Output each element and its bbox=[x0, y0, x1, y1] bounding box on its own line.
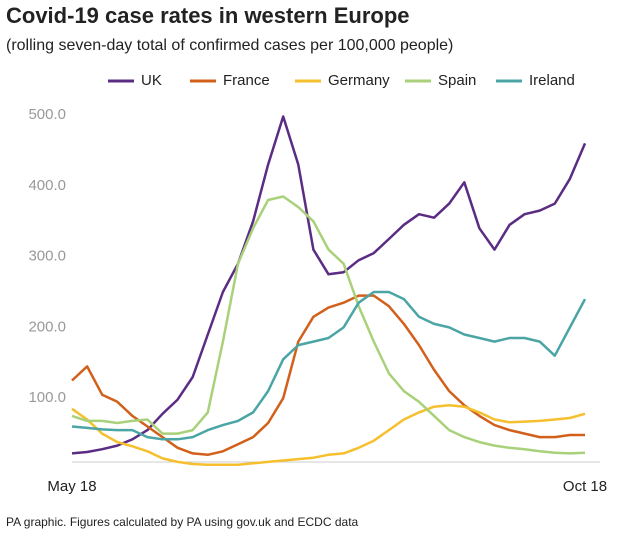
y-tick-label: 500.0 bbox=[28, 106, 66, 123]
series-line bbox=[71, 404, 586, 467]
x-tick-label: May 18 bbox=[47, 478, 96, 495]
chart-title: Covid-19 case rates in western Europe bbox=[6, 3, 410, 28]
source-note: PA graphic. Figures calculated by PA usi… bbox=[6, 515, 359, 529]
legend-label: Germany bbox=[328, 72, 390, 89]
chart-subtitle: (rolling seven-day total of confirmed ca… bbox=[6, 37, 453, 54]
y-tick-label: 300.0 bbox=[28, 248, 66, 265]
legend-label: Ireland bbox=[529, 72, 575, 89]
y-tick-label: 100.0 bbox=[28, 389, 66, 406]
legend-label: France bbox=[223, 72, 270, 89]
series-line bbox=[71, 290, 587, 441]
legend-label: Spain bbox=[438, 72, 476, 89]
y-tick-label: 200.0 bbox=[28, 318, 66, 335]
legend-label: UK bbox=[141, 72, 162, 89]
series-line bbox=[71, 294, 585, 457]
x-tick-label: Oct 18 bbox=[563, 478, 607, 495]
series-line bbox=[71, 115, 587, 455]
y-tick-label: 400.0 bbox=[28, 177, 66, 194]
series-line bbox=[71, 195, 586, 455]
